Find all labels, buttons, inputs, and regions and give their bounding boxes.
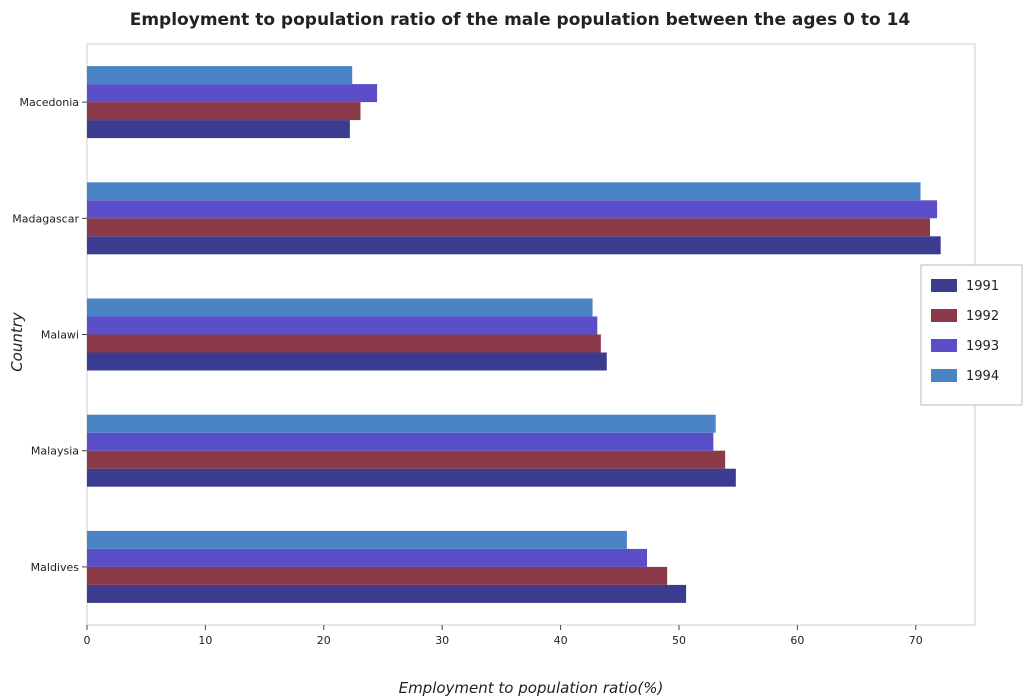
y-tick-label-malawi: Malawi xyxy=(41,329,79,342)
y-tick-label-madagascar: Madagascar xyxy=(12,212,79,225)
x-tick-label: 50 xyxy=(672,634,686,647)
bar-malawi-1991 xyxy=(87,352,607,371)
chart-title: Employment to population ratio of the ma… xyxy=(130,10,911,30)
legend-label-1992: 1992 xyxy=(966,309,999,324)
x-tick-label: 30 xyxy=(435,634,449,647)
bar-madagascar-1991 xyxy=(87,236,941,255)
x-tick-label: 40 xyxy=(554,634,568,647)
bar-madagascar-1994 xyxy=(87,182,921,201)
legend: 1991 1992 1993 1994 xyxy=(920,264,1023,406)
bar-maldives-1991 xyxy=(87,584,687,603)
bar-malaysia-1993 xyxy=(87,432,714,451)
bar-macedonia-1991 xyxy=(87,120,350,139)
y-tick-label-maldives: Maldives xyxy=(31,561,80,574)
legend-swatch-1993 xyxy=(931,339,957,352)
legend-swatch-1991 xyxy=(931,279,957,292)
bars-group xyxy=(87,66,941,603)
x-tick-label: 10 xyxy=(198,634,212,647)
bar-malawi-1994 xyxy=(87,298,593,317)
bar-malaysia-1994 xyxy=(87,414,716,433)
bar-malaysia-1991 xyxy=(87,468,736,487)
y-tick-label-macedonia: Macedonia xyxy=(19,96,79,109)
bar-malawi-1993 xyxy=(87,316,598,335)
x-axis-label: Employment to population ratio(%) xyxy=(399,679,664,697)
legend-label-1994: 1994 xyxy=(966,369,999,384)
bar-macedonia-1992 xyxy=(87,102,361,121)
bar-malawi-1992 xyxy=(87,334,601,353)
x-tick-label: 60 xyxy=(790,634,804,647)
x-tick-label: 70 xyxy=(909,634,923,647)
bar-madagascar-1992 xyxy=(87,218,931,237)
legend-swatch-1992 xyxy=(931,309,957,322)
x-tick-label: 20 xyxy=(317,634,331,647)
legend-swatch-1994 xyxy=(931,369,957,382)
bar-maldives-1994 xyxy=(87,530,627,549)
legend-label-1991: 1991 xyxy=(966,279,999,294)
bar-maldives-1992 xyxy=(87,566,668,585)
bar-madagascar-1993 xyxy=(87,200,938,219)
x-axis: 0 10 20 30 40 50 60 70 xyxy=(84,625,923,647)
y-axis-label: Country xyxy=(8,311,26,372)
legend-label-1993: 1993 xyxy=(966,339,999,354)
bar-macedonia-1993 xyxy=(87,84,378,103)
bar-macedonia-1994 xyxy=(87,66,353,85)
y-axis: Macedonia Madagascar Malawi Malaysia Maldive… xyxy=(12,96,87,574)
x-tick-label: 0 xyxy=(84,634,91,647)
bar-malaysia-1992 xyxy=(87,450,726,469)
bar-maldives-1993 xyxy=(87,548,648,567)
y-tick-label-malaysia: Malaysia xyxy=(31,445,79,458)
